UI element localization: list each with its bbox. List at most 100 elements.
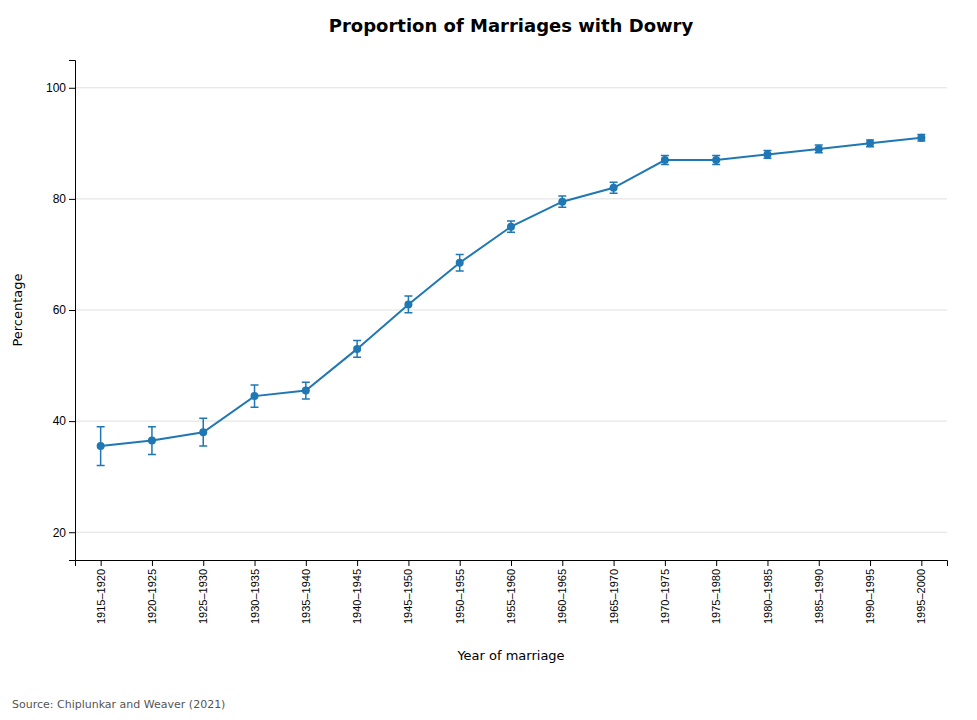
point xyxy=(251,392,259,400)
error-bar xyxy=(661,156,669,165)
x-axis: 1915–19201920–19251925–19301930–19351935… xyxy=(76,560,948,624)
tick: 1935–1940 xyxy=(300,560,312,624)
tick: 60 xyxy=(53,303,75,317)
tick-label: 1995–2000 xyxy=(915,569,927,624)
error-bar xyxy=(763,151,771,159)
tick-label: 1925–1930 xyxy=(197,569,209,624)
tick-mark xyxy=(511,560,512,566)
tick-label: 1970–1975 xyxy=(659,569,671,624)
error-bar xyxy=(610,182,618,193)
tick-label: 1975–1980 xyxy=(710,569,722,624)
grid-line xyxy=(75,421,947,422)
axis-line xyxy=(76,561,948,567)
point xyxy=(507,223,515,231)
tick-mark xyxy=(665,560,666,566)
tick-label: 1930–1935 xyxy=(249,569,261,624)
axis-line xyxy=(69,61,76,561)
tick: 1955–1960 xyxy=(505,560,517,624)
tick: 100 xyxy=(46,81,75,95)
tick-mark xyxy=(69,421,75,422)
error-bar xyxy=(302,382,310,399)
tick-mark xyxy=(562,560,563,566)
tick-mark xyxy=(101,560,102,566)
tick-label: 1985–1990 xyxy=(813,569,825,624)
point xyxy=(917,134,925,142)
tick-mark xyxy=(69,532,75,533)
grid-line xyxy=(75,198,947,199)
tick-mark xyxy=(408,560,409,566)
point xyxy=(404,300,412,308)
tick: 1960–1965 xyxy=(556,560,568,624)
error-bar xyxy=(97,427,105,466)
tick-label: 1990–1995 xyxy=(864,569,876,624)
tick-label: 1935–1940 xyxy=(300,569,312,624)
point xyxy=(763,150,771,158)
grid xyxy=(75,88,947,532)
tick: 80 xyxy=(53,192,75,206)
y-axis: 20 40 60 80 100 xyxy=(46,61,76,561)
point xyxy=(558,198,566,206)
tick-mark xyxy=(306,560,307,566)
error-bar xyxy=(507,221,515,232)
tick-label: 1955–1960 xyxy=(505,569,517,624)
error-bar xyxy=(456,254,464,271)
error-bars xyxy=(97,134,926,465)
y-axis-title: Percentage xyxy=(10,273,25,346)
tick-label: 1950–1955 xyxy=(454,569,466,624)
plot-area: 204060801001915–19201920–19251925–193019… xyxy=(46,61,948,625)
point xyxy=(866,139,874,147)
tick-label: 40 xyxy=(53,414,67,428)
tick: 1930–1935 xyxy=(249,560,261,624)
series xyxy=(97,134,926,466)
point xyxy=(456,259,464,267)
point xyxy=(353,345,361,353)
tick: 1945–1950 xyxy=(402,560,414,624)
tick: 1975–1980 xyxy=(710,560,722,624)
tick: 1925–1930 xyxy=(197,560,209,624)
tick-mark xyxy=(819,560,820,566)
tick-mark xyxy=(870,560,871,566)
line xyxy=(101,138,922,446)
tick: 1990–1995 xyxy=(864,560,876,624)
tick-label: 1980–1985 xyxy=(761,569,773,624)
tick: 40 xyxy=(53,414,75,428)
error-bar xyxy=(558,196,566,207)
x-axis-title: Year of marriage xyxy=(456,648,564,663)
error-bar xyxy=(148,427,156,455)
tick-mark xyxy=(767,560,768,566)
tick-label: 1915–1920 xyxy=(95,569,107,624)
tick-label: 1940–1945 xyxy=(351,569,363,624)
tick: 1985–1990 xyxy=(813,560,825,624)
tick-mark xyxy=(69,199,75,200)
points xyxy=(97,134,926,450)
tick-mark xyxy=(614,560,615,566)
grid-line xyxy=(75,310,947,311)
tick-label: 20 xyxy=(53,526,67,540)
tick-mark xyxy=(255,560,256,566)
tick-mark xyxy=(357,560,358,566)
error-bar xyxy=(712,156,720,165)
point xyxy=(302,387,310,395)
point xyxy=(815,145,823,153)
point xyxy=(610,184,618,192)
tick: 1970–1975 xyxy=(659,560,671,624)
tick-label: 100 xyxy=(46,81,66,95)
tick: 20 xyxy=(53,526,75,540)
error-bar xyxy=(917,134,925,141)
error-bar xyxy=(251,385,259,407)
tick-mark xyxy=(716,560,717,566)
tick: 1940–1945 xyxy=(351,560,363,624)
tick-mark xyxy=(921,560,922,566)
tick: 1965–1970 xyxy=(608,560,620,624)
tick-mark xyxy=(460,560,461,566)
tick-label: 60 xyxy=(53,303,67,317)
point xyxy=(148,437,156,445)
source: Source: Chiplunkar and Weaver (2021) xyxy=(12,698,225,711)
point xyxy=(97,442,105,450)
tick: 1950–1955 xyxy=(454,560,466,624)
tick-mark xyxy=(152,560,153,566)
tick-label: 1965–1970 xyxy=(608,569,620,624)
point xyxy=(199,428,207,436)
error-bar xyxy=(353,341,361,358)
error-bar xyxy=(199,418,207,446)
